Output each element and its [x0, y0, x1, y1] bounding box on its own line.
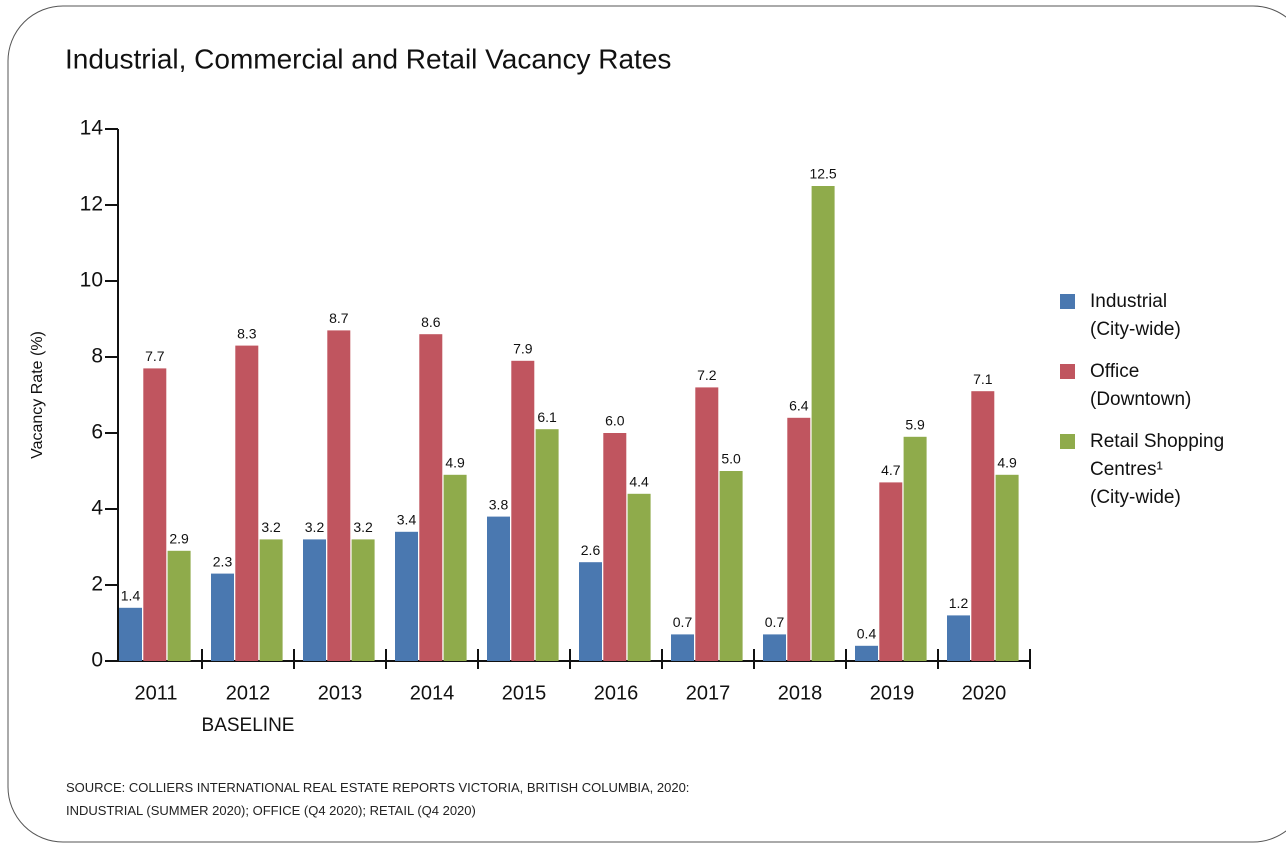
y-axis-label: Vacancy Rate (%) — [29, 331, 46, 459]
y-tick-label: 12 — [80, 193, 103, 216]
y-tick-label: 14 — [80, 117, 104, 140]
annotation: BASELINE — [202, 715, 295, 736]
data-label: 4.7 — [881, 462, 901, 478]
frame — [7, 5, 1286, 843]
x-tick-label: 2016 — [594, 682, 639, 704]
legend-item: Office (Downtown) — [1060, 358, 1280, 414]
bar — [627, 493, 651, 661]
source: SOURCE: COLLIERS INTERNATIONAL REAL ESTA… — [66, 776, 689, 822]
data-label: 4.9 — [445, 455, 465, 471]
x-tick-label: 2012 — [226, 682, 271, 704]
data-label: 7.1 — [973, 371, 993, 387]
bar — [811, 186, 835, 661]
data-label: 2.3 — [213, 553, 233, 569]
y-tick-label: 10 — [80, 269, 103, 292]
data-label: 4.4 — [629, 474, 649, 490]
bar — [579, 562, 602, 661]
legend-label: Office (Downtown) — [1090, 361, 1192, 410]
bar — [947, 615, 970, 661]
data-label: 6.0 — [605, 413, 625, 429]
data-label: 7.7 — [145, 348, 165, 364]
bar — [211, 573, 234, 661]
data-label: 0.4 — [857, 626, 877, 642]
data-label: 3.2 — [305, 519, 325, 535]
bar — [143, 368, 167, 661]
y-tick-label: 0 — [91, 649, 103, 672]
bar — [695, 387, 719, 661]
bar — [903, 436, 927, 661]
bar — [511, 360, 535, 661]
data-label: 3.2 — [353, 519, 373, 535]
bar — [487, 516, 510, 661]
bar — [535, 429, 559, 661]
y-tick-label: 8 — [91, 345, 103, 368]
bar — [971, 391, 995, 661]
data-label: 12.5 — [809, 166, 836, 182]
data-label: 0.7 — [765, 614, 785, 630]
x-tick-label: 2015 — [502, 682, 547, 704]
data-label: 6.4 — [789, 398, 809, 414]
legend-label: Retail Shopping Centres¹ (City-wide) — [1090, 431, 1225, 508]
bar — [787, 417, 811, 661]
bar — [419, 334, 443, 661]
data-label: 3.8 — [489, 496, 509, 512]
data-label: 0.7 — [673, 614, 693, 630]
x-tick-label: 2018 — [778, 682, 823, 704]
bar — [235, 345, 259, 661]
bar — [719, 471, 743, 661]
bar — [167, 550, 191, 661]
x-tick-label: 2014 — [410, 682, 455, 704]
bar — [443, 474, 467, 661]
legend-swatch — [1060, 294, 1075, 309]
chart-title: Industrial, Commercial and Retail Vacanc… — [65, 43, 671, 74]
legend-label: Industrial (City-wide) — [1090, 291, 1181, 340]
data-label: 5.0 — [721, 451, 741, 467]
bar — [259, 539, 283, 661]
data-label: 6.1 — [537, 409, 557, 425]
y-tick-label: 2 — [91, 573, 103, 596]
source-line: SOURCE: COLLIERS INTERNATIONAL REAL ESTA… — [66, 780, 690, 795]
data-label: 8.3 — [237, 325, 257, 341]
legend-item: Retail Shopping Centres¹ (City-wide) — [1060, 428, 1280, 512]
source-line: INDUSTRIAL (SUMMER 2020); OFFICE (Q4 202… — [66, 803, 476, 818]
legend: Industrial (City-wide) Office (Downtown) R… — [1060, 288, 1280, 526]
data-label: 1.2 — [949, 595, 969, 611]
bar — [763, 634, 786, 661]
bar — [603, 433, 627, 661]
bar — [327, 330, 351, 661]
x-tick-label: 2020 — [962, 682, 1007, 704]
x-tick-label: 2013 — [318, 682, 363, 704]
bar — [855, 645, 878, 661]
bar — [303, 539, 326, 661]
y-tick-label: 4 — [91, 497, 103, 520]
data-label: 2.9 — [169, 531, 189, 547]
data-label: 2.6 — [581, 542, 601, 558]
bar — [395, 531, 418, 661]
bar — [995, 474, 1019, 661]
data-label: 8.6 — [421, 314, 441, 330]
x-tick-label: 2011 — [134, 682, 177, 704]
x-tick-label: 2019 — [870, 682, 915, 704]
y-tick-label: 6 — [91, 421, 103, 444]
data-label: 5.9 — [905, 417, 925, 433]
bar — [671, 634, 694, 661]
data-label: 7.9 — [513, 341, 533, 357]
bar — [879, 482, 903, 661]
data-label: 3.2 — [261, 519, 281, 535]
bar — [119, 607, 142, 661]
data-label: 4.9 — [997, 455, 1017, 471]
data-label: 3.4 — [397, 512, 417, 528]
bar — [351, 539, 375, 661]
data-label: 1.4 — [121, 588, 141, 604]
legend-swatch — [1060, 364, 1075, 379]
data-label: 8.7 — [329, 310, 349, 326]
legend-item: Industrial (City-wide) — [1060, 288, 1280, 344]
legend-swatch — [1060, 434, 1075, 449]
x-tick-label: 2017 — [686, 682, 731, 704]
data-label: 7.2 — [697, 367, 717, 383]
